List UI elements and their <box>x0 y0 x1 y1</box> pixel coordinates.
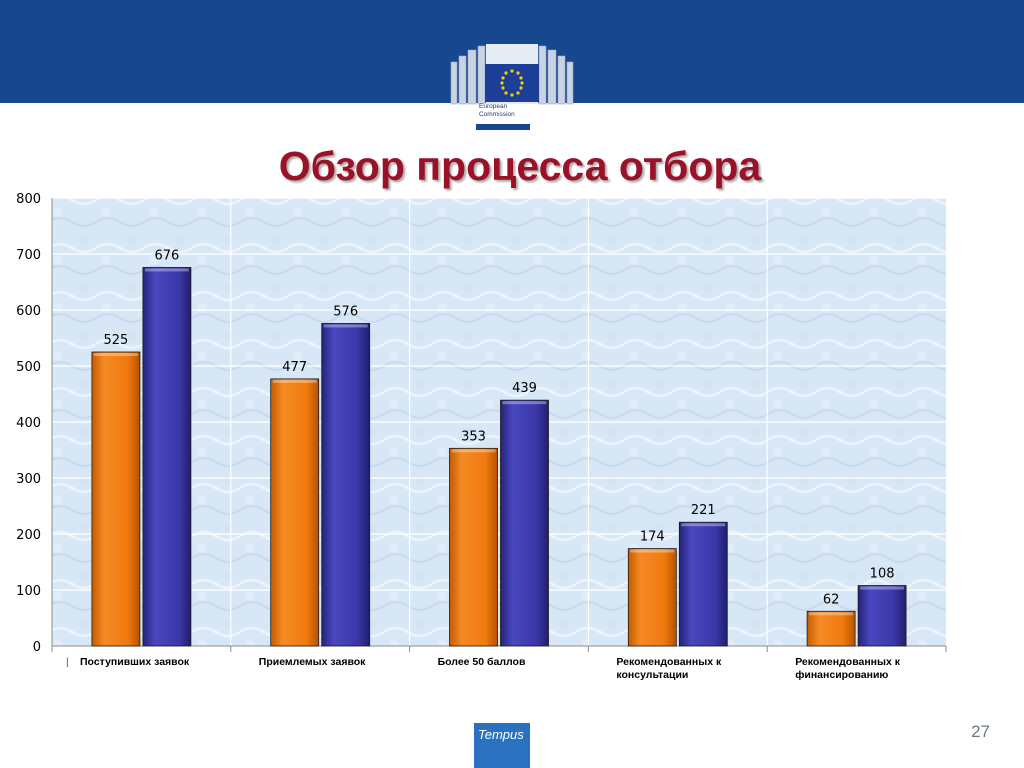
bar-highlight <box>93 353 138 356</box>
tempus-logo-text: Tempus <box>478 727 524 742</box>
bar-highlight <box>144 268 189 272</box>
data-label: 576 <box>333 304 358 319</box>
logo-underline <box>476 124 530 130</box>
bar-series-1-cat-2 <box>270 378 320 647</box>
data-label: 439 <box>512 381 537 396</box>
bar-highlight <box>272 379 317 383</box>
category-marker: | <box>66 656 69 668</box>
bar-series-2-cat-4 <box>678 521 728 647</box>
category-label: Рекомендованных к <box>795 656 901 668</box>
y-tick-label: 400 <box>16 416 41 431</box>
data-label: 477 <box>282 360 307 375</box>
bar-series-2-cat-2 <box>321 323 371 647</box>
bar-highlight <box>630 549 675 553</box>
y-tick-label: 500 <box>16 360 41 375</box>
category-label: финансированию <box>795 669 888 681</box>
european-commission-logo <box>450 44 574 105</box>
data-label: 108 <box>870 567 895 582</box>
bar-highlight <box>681 523 726 527</box>
bar-highlight <box>451 449 496 453</box>
bar-series-2-cat-3 <box>500 399 549 647</box>
tempus-logo: Tempus <box>474 723 530 768</box>
category-label: Более 50 баллов <box>438 656 526 668</box>
slide-title: Обзор процесса отбора <box>278 143 762 189</box>
data-label: 353 <box>461 429 486 444</box>
category-label: Поступивших заявок <box>80 656 190 668</box>
eu-stars <box>500 69 524 97</box>
page-number: 27 <box>971 722 990 741</box>
data-label: 676 <box>154 248 179 263</box>
bar-highlight <box>809 612 854 616</box>
logo-caption-line2: Commission <box>479 111 515 118</box>
bar-series-2-cat-1 <box>142 267 192 647</box>
bar-series-1-cat-1 <box>91 351 141 647</box>
data-label: 525 <box>103 333 128 348</box>
category-label: консультации <box>616 669 688 681</box>
bar-highlight <box>502 401 547 405</box>
y-tick-label: 100 <box>16 584 41 599</box>
bar-series-1-cat-5 <box>806 610 856 647</box>
logo-caption-line1: European <box>479 103 508 110</box>
bar-series-1-cat-4 <box>627 548 677 647</box>
y-tick-label: 800 <box>16 192 41 207</box>
category-label: Приемлемых заявок <box>259 656 366 668</box>
bar-series-1-cat-3 <box>449 447 498 647</box>
y-tick-label: 600 <box>16 304 41 319</box>
y-tick-label: 0 <box>33 640 41 655</box>
logo-caption: European Commission <box>479 103 539 119</box>
y-tick-label: 700 <box>16 248 41 263</box>
bar-highlight <box>323 324 368 328</box>
bar-highlight <box>860 586 905 590</box>
data-label: 221 <box>691 503 716 518</box>
y-tick-label: 300 <box>16 472 41 487</box>
y-tick-label: 200 <box>16 528 41 543</box>
data-label: 62 <box>823 592 840 607</box>
bar-series-2-cat-5 <box>857 585 907 647</box>
bar-chart: 0 100 200 300 400 500 600 700 800 525 477 353 174 62… <box>16 192 947 681</box>
category-label: Рекомендованных к <box>616 656 722 668</box>
data-label: 174 <box>640 530 665 545</box>
